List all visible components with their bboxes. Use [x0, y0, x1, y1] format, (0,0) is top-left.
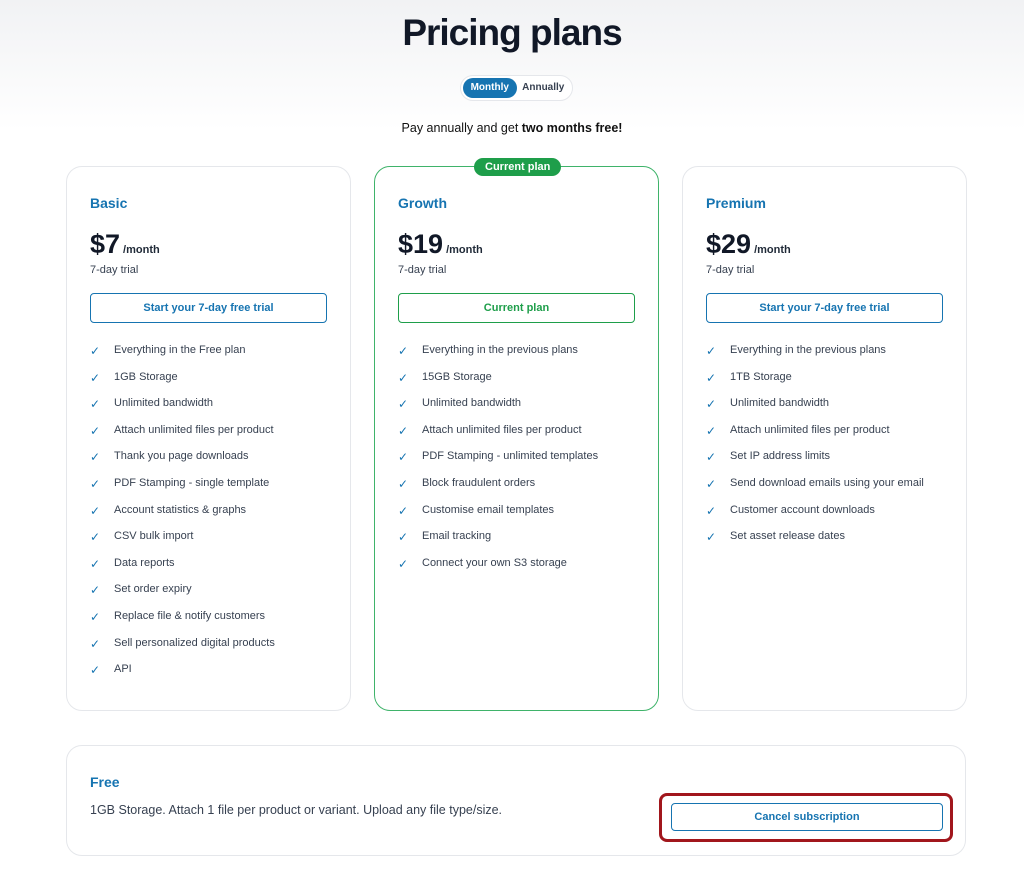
feature-item: ✓ Block fraudulent orders: [398, 476, 536, 491]
check-icon: ✓: [706, 344, 717, 358]
feature-item: ✓ Attach unlimited files per product: [398, 423, 582, 438]
check-icon: ✓: [398, 530, 409, 545]
feature-item: ✓ Unlimited bandwidth: [706, 397, 830, 412]
feature-item: ✓ Account statistics & graphs: [90, 503, 247, 518]
check-icon: ✓: [706, 450, 717, 465]
feature-item: ✓ Set asset release dates: [706, 530, 845, 545]
plan-name: Growth: [398, 195, 447, 211]
check-icon: ✓: [398, 556, 409, 571]
plan-card-premium: Premium $29/month 7-day trial Start your…: [682, 166, 967, 711]
plan-name: Premium: [706, 195, 766, 211]
check-icon: ✓: [398, 450, 409, 465]
feature-item: ✓ Unlimited bandwidth: [90, 397, 214, 412]
check-icon: ✓: [398, 503, 409, 518]
plan-trial: 7-day trial: [398, 264, 447, 276]
promo-text: Pay annually and get two months free!: [401, 121, 623, 135]
feature-item: ✓ PDF Stamping - unlimited templates: [398, 450, 599, 465]
check-icon: ✓: [706, 423, 717, 438]
toggle-annually[interactable]: Annually: [522, 82, 565, 93]
feature-list: ✓ Everything in the previous plans ✓ 1TB St…: [706, 344, 943, 557]
check-icon: ✓: [90, 370, 101, 385]
check-icon: ✓: [90, 609, 101, 624]
feature-item: ✓ Data reports: [90, 556, 175, 571]
plan-trial: 7-day trial: [90, 264, 139, 276]
toggle-monthly[interactable]: Monthly: [463, 78, 517, 98]
check-icon: ✓: [398, 423, 409, 438]
check-icon: ✓: [706, 476, 717, 491]
check-icon: ✓: [398, 397, 409, 412]
plan-price: $19/month: [398, 229, 483, 259]
highlight-box: [659, 793, 953, 842]
feature-item: ✓ 1GB Storage: [90, 370, 178, 385]
feature-item: ✓ Everything in the previous plans: [398, 344, 578, 358]
feature-item: ✓ CSV bulk import: [90, 530, 194, 545]
cancel-subscription-button[interactable]: Cancel subscription: [671, 803, 943, 831]
check-icon: ✓: [90, 663, 101, 678]
feature-item: ✓ Email tracking: [398, 530, 492, 545]
feature-item: ✓ Unlimited bandwidth: [398, 397, 522, 412]
check-icon: ✓: [706, 503, 717, 518]
check-icon: ✓: [90, 476, 101, 491]
check-icon: ✓: [706, 530, 717, 545]
billing-toggle[interactable]: Monthly Annually: [460, 75, 573, 101]
plan-name: Free: [90, 774, 120, 790]
feature-item: ✓ PDF Stamping - single template: [90, 476, 270, 491]
feature-item: ✓ Send download emails using your email: [706, 476, 924, 491]
feature-item: ✓ Connect your own S3 storage: [398, 556, 567, 571]
check-icon: ✓: [90, 556, 101, 571]
check-icon: ✓: [706, 397, 717, 412]
free-plan-description: 1GB Storage. Attach 1 file per product o…: [90, 803, 503, 817]
start-trial-button[interactable]: Start your 7-day free trial: [706, 293, 943, 323]
current-plan-badge: Current plan: [474, 158, 562, 176]
check-icon: ✓: [90, 583, 101, 598]
feature-list: ✓ Everything in the previous plans ✓ 15GB S…: [398, 344, 635, 583]
check-icon: ✓: [90, 636, 101, 651]
feature-item: ✓ Replace file & notify customers: [90, 609, 266, 624]
check-icon: ✓: [90, 423, 101, 438]
feature-item: ✓ Everything in the Free plan: [90, 344, 246, 358]
feature-item: ✓ Sell personalized digital products: [90, 636, 275, 651]
feature-item: ✓ Attach unlimited files per product: [90, 423, 274, 438]
check-icon: ✓: [90, 530, 101, 545]
feature-item: ✓ Customer account downloads: [706, 503, 875, 518]
check-icon: ✓: [398, 344, 409, 358]
page-title: Pricing plans: [402, 12, 622, 53]
free-plan-card: Free 1GB Storage. Attach 1 file per prod…: [66, 745, 966, 856]
check-icon: ✓: [90, 450, 101, 465]
plan-card-growth: Current plan Growth $19/month 7-day trial…: [374, 158, 659, 711]
check-icon: ✓: [90, 344, 101, 358]
feature-item: ✓ Thank you page downloads: [90, 450, 249, 465]
feature-item: ✓ 1TB Storage: [706, 370, 792, 385]
current-plan-button[interactable]: Current plan: [398, 293, 635, 323]
feature-item: ✓ Set IP address limits: [706, 450, 831, 465]
feature-list: ✓ Everything in the Free plan ✓ 1GB Storage…: [90, 344, 327, 690]
plan-price: $7/month: [90, 229, 160, 259]
feature-item: ✓ 15GB Storage: [398, 370, 492, 385]
plan-trial: 7-day trial: [706, 264, 755, 276]
check-icon: ✓: [398, 370, 409, 385]
start-trial-button[interactable]: Start your 7-day free trial: [90, 293, 327, 323]
plan-name: Basic: [90, 195, 128, 211]
check-icon: ✓: [90, 397, 101, 412]
check-icon: ✓: [90, 503, 101, 518]
feature-item: ✓ Attach unlimited files per product: [706, 423, 890, 438]
plan-price: $29/month: [706, 229, 791, 259]
feature-item: ✓ Everything in the previous plans: [706, 344, 886, 358]
check-icon: ✓: [398, 476, 409, 491]
feature-item: ✓ Customise email templates: [398, 503, 555, 518]
feature-item: ✓ Set order expiry: [90, 583, 192, 598]
check-icon: ✓: [706, 370, 717, 385]
plan-card-basic: Basic $7/month 7-day trial Start your 7-…: [66, 166, 351, 711]
feature-item: ✓ API: [90, 663, 132, 678]
